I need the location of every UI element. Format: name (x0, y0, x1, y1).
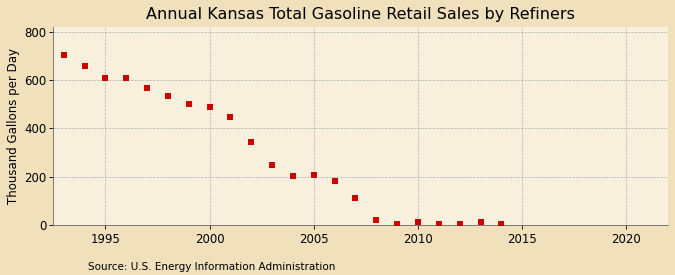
Point (225, 115, 236, 119)
Point (246, 140, 256, 144)
Point (121, 76, 132, 81)
Point (142, 86, 153, 90)
Point (267, 162, 277, 167)
Text: Source: U.S. Energy Information Administration: Source: U.S. Energy Information Administ… (88, 262, 335, 272)
Point (100, 76, 111, 80)
Point (392, 222, 402, 226)
Point (205, 104, 215, 109)
Point (371, 218, 381, 222)
Point (79, 64, 90, 68)
Point (412, 220, 423, 224)
Point (496, 222, 507, 226)
Title: Annual Kansas Total Gasoline Retail Sales by Refiners: Annual Kansas Total Gasoline Retail Sale… (146, 7, 575, 22)
Point (454, 221, 465, 226)
Point (184, 102, 194, 106)
Point (308, 173, 319, 177)
Point (329, 179, 340, 184)
Point (288, 174, 298, 178)
Point (163, 94, 173, 98)
Point (350, 196, 361, 200)
Point (58, 53, 69, 57)
Point (475, 220, 486, 224)
Point (433, 221, 444, 226)
Y-axis label: Thousand Gallons per Day: Thousand Gallons per Day (7, 48, 20, 204)
